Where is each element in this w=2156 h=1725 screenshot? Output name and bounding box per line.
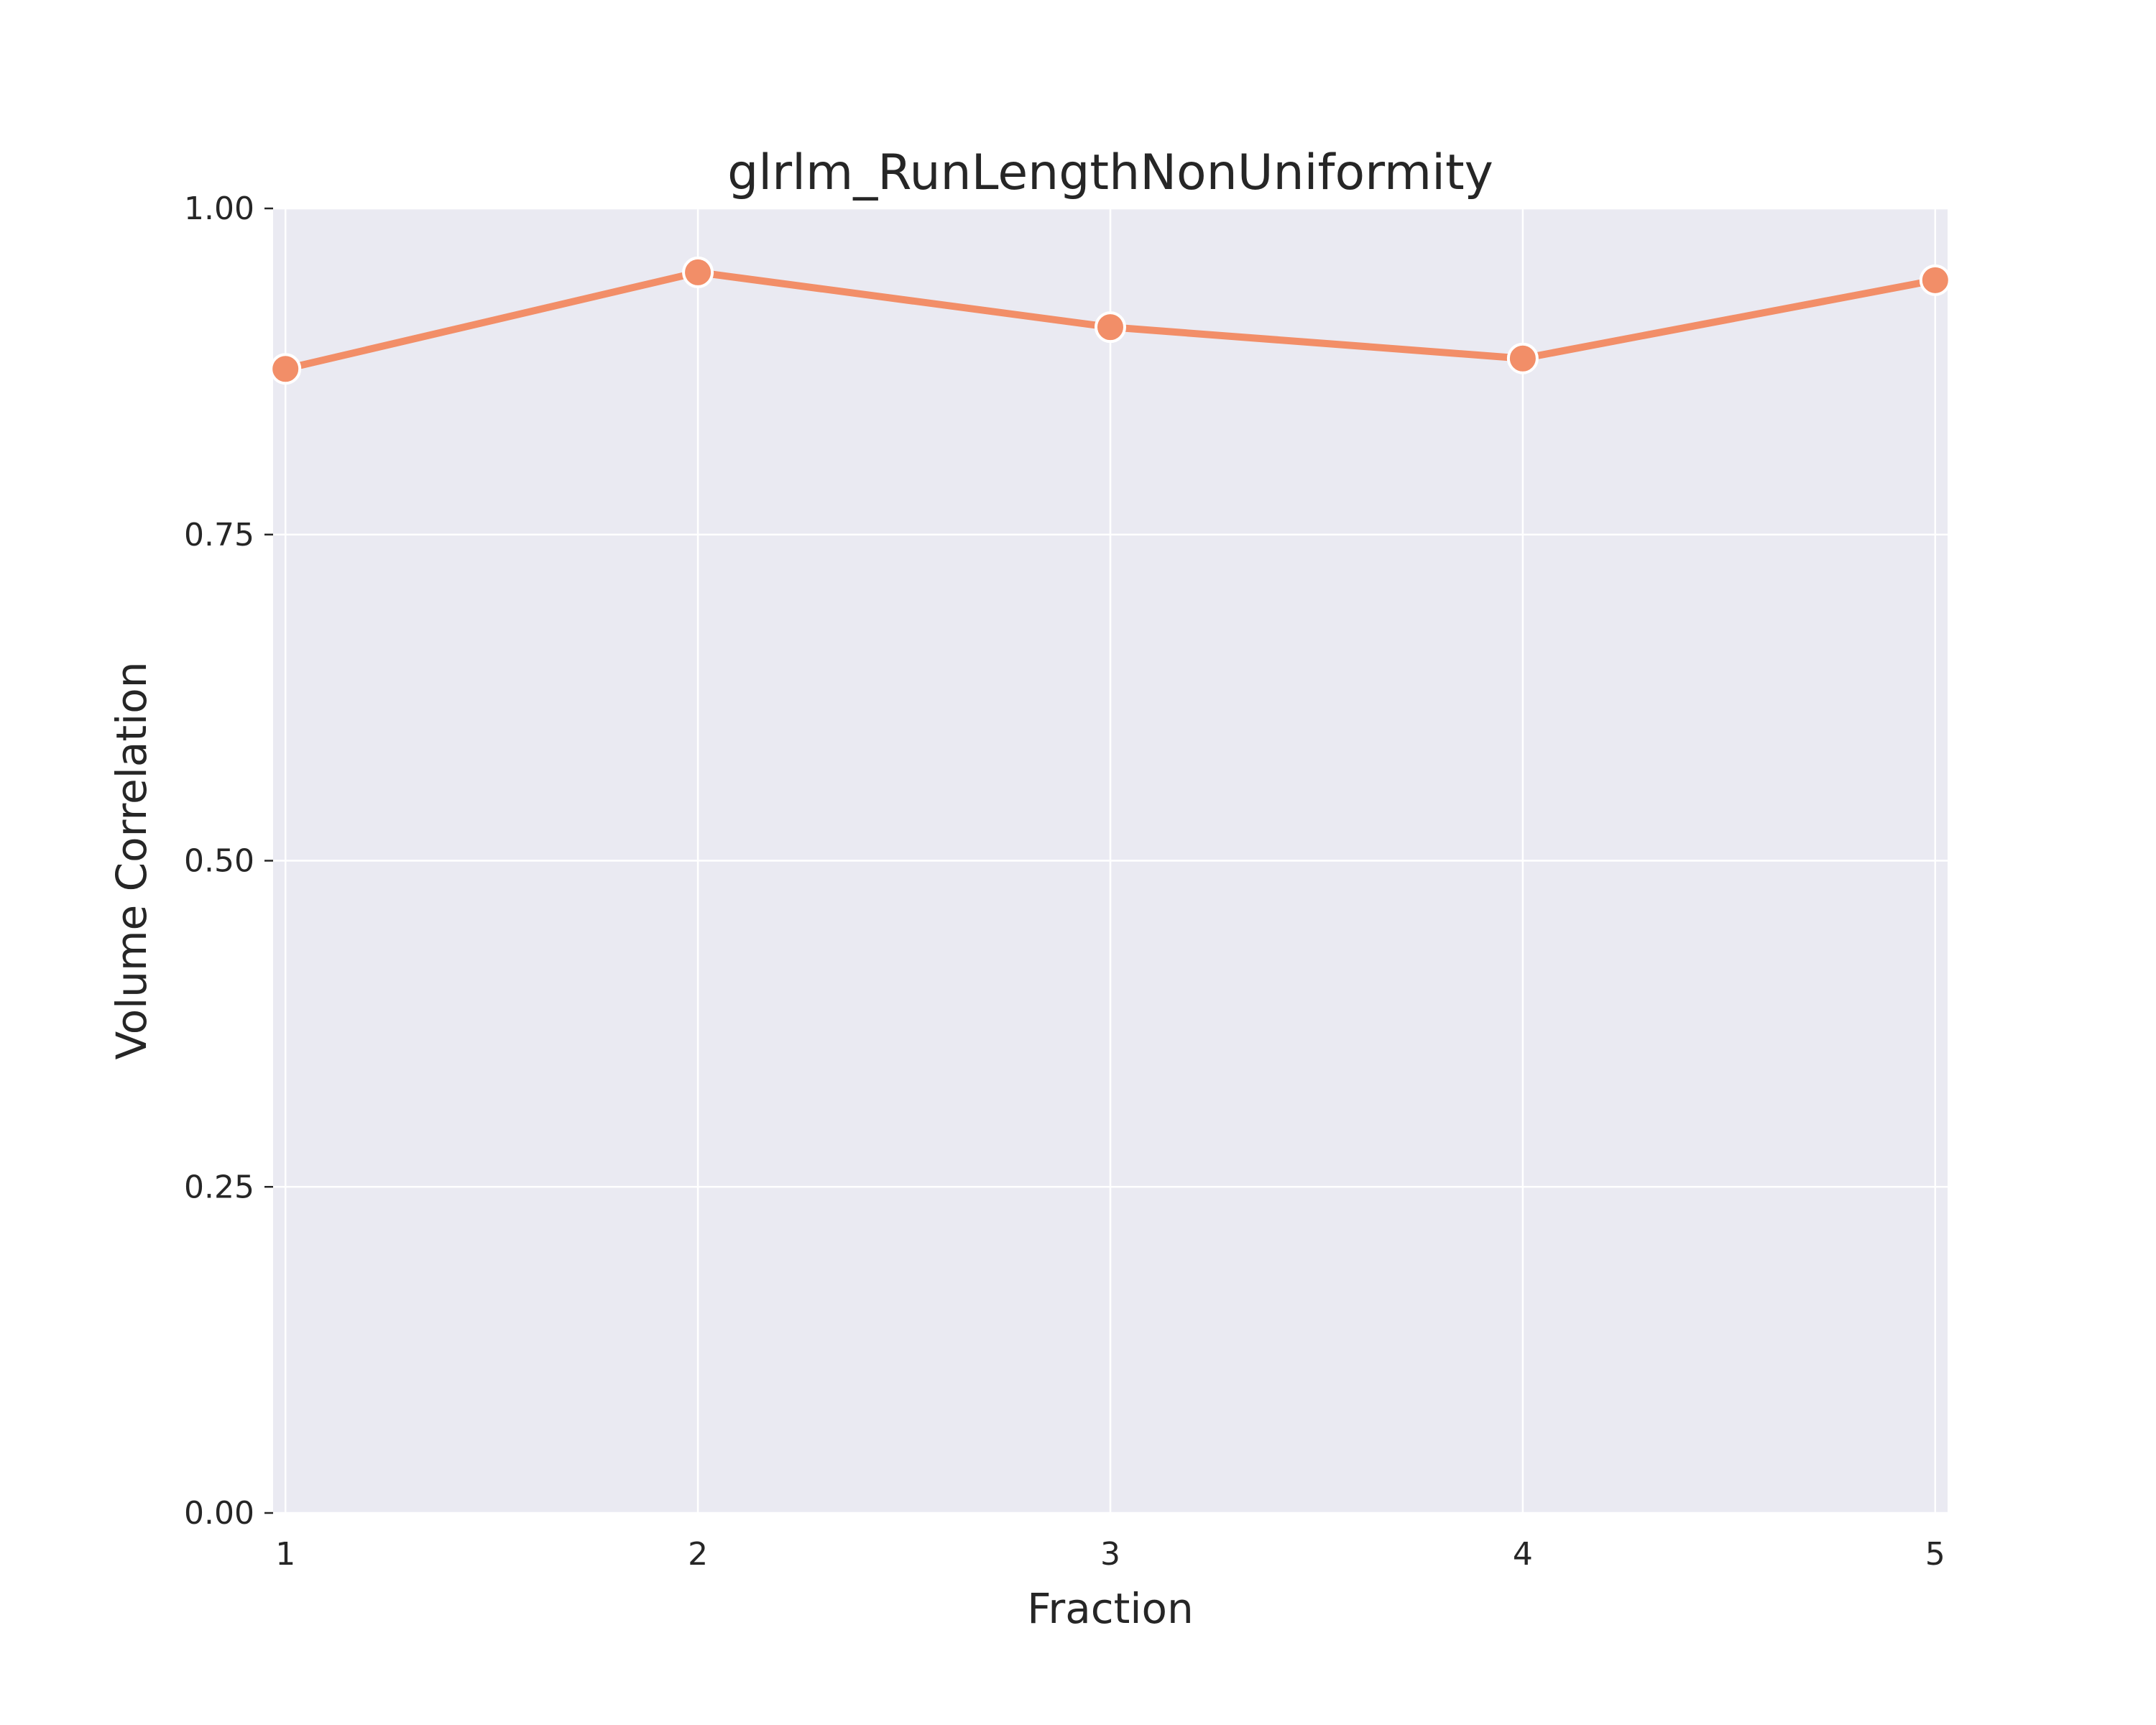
x-axis-label: Fraction: [1027, 1584, 1194, 1633]
y-tick-label: 0.75: [184, 517, 254, 553]
data-point: [1095, 311, 1126, 344]
x-tick-label: 2: [688, 1536, 708, 1573]
grid: [273, 207, 1948, 1514]
data-point: [1919, 264, 1951, 296]
data-point: [1506, 342, 1539, 374]
x-tick-label: 3: [1100, 1536, 1120, 1573]
y-tick-label: 0.25: [184, 1169, 254, 1205]
y-tick-label: 0.00: [184, 1495, 254, 1532]
marker-layer: [270, 256, 1951, 385]
y-axis-label: Volume Correlation: [107, 662, 156, 1060]
y-tick-label: 0.50: [184, 843, 254, 880]
chart-title: glrlm_RunLengthNonUniformity: [727, 144, 1493, 201]
y-tick-label: 1.00: [184, 190, 254, 227]
x-tick-label: 1: [275, 1536, 295, 1573]
x-tick-label: 5: [1925, 1536, 1945, 1573]
tick-layer: 1 2 3 4 5 0.00 0.25 0.50 0.75 1.00: [184, 190, 1945, 1573]
x-tick-label: 4: [1513, 1536, 1533, 1573]
data-point: [270, 353, 302, 385]
data-point: [682, 256, 714, 288]
